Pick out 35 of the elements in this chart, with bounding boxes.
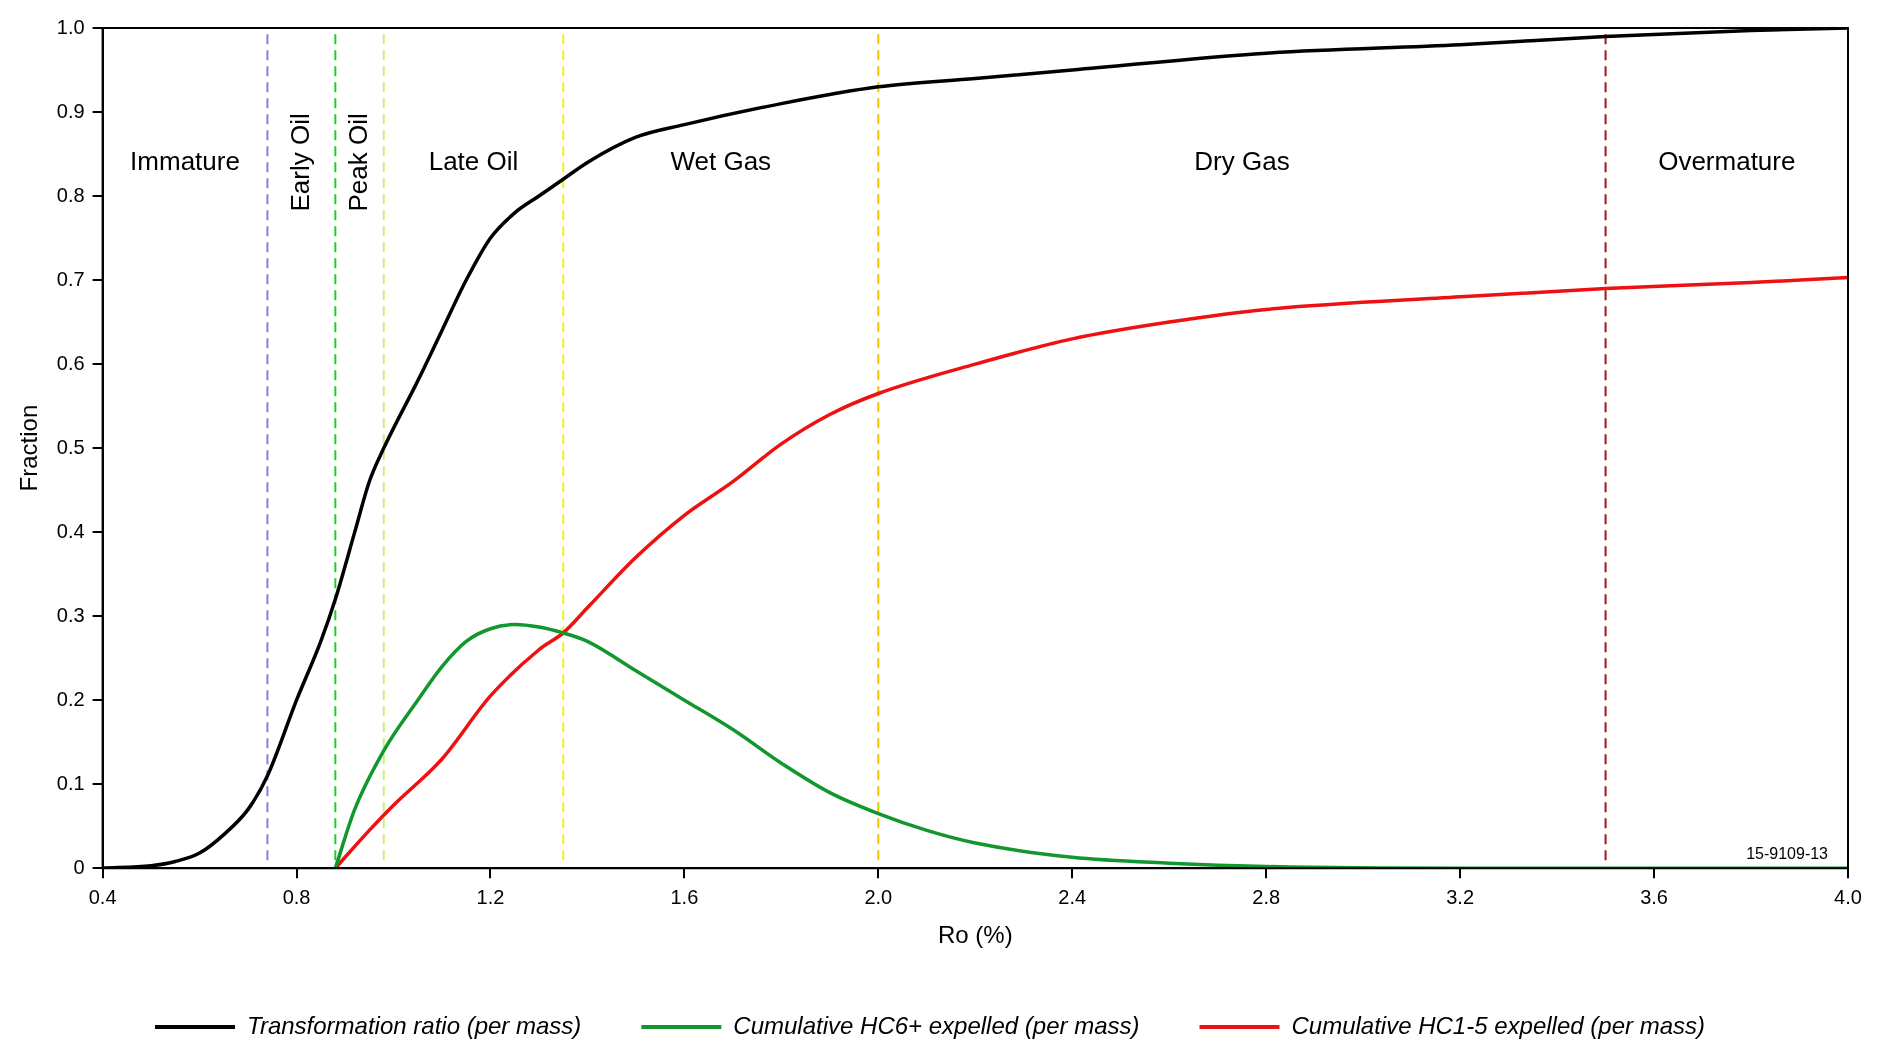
x-tick-label: 2.0	[864, 885, 893, 908]
x-axis-title: Ro (%)	[937, 921, 1013, 949]
x-tick-label: 0.8	[282, 885, 311, 908]
annotation: Immature	[130, 145, 240, 176]
y-tick-label: 0.5	[56, 435, 85, 458]
annotation: Peak Oil	[342, 113, 373, 212]
legend-label: Transformation ratio (per mass)	[247, 1011, 582, 1039]
x-tick-label: 3.6	[1640, 885, 1668, 908]
y-tick-label: 0.8	[56, 183, 85, 206]
annotation: Late Oil	[428, 145, 519, 176]
x-tick-label: 1.6	[670, 885, 699, 908]
annotation: Wet Gas	[670, 145, 772, 176]
y-tick-label: 0	[73, 855, 85, 878]
y-tick-label: 0.4	[56, 519, 85, 542]
x-tick-label: 0.4	[88, 885, 117, 908]
y-axis-title: Fraction	[15, 404, 43, 492]
y-tick-label: 0.7	[56, 267, 85, 290]
y-tick-label: 0.6	[56, 351, 85, 374]
annotation: Dry Gas	[1194, 145, 1290, 176]
x-tick-label: 2.4	[1058, 885, 1087, 908]
x-tick-label: 2.8	[1252, 885, 1281, 908]
annotation: Overmature	[1658, 145, 1796, 176]
y-tick-label: 1.0	[56, 15, 85, 38]
annotation: Early Oil	[284, 113, 315, 212]
legend-label: Cumulative HC1-5 expelled (per mass)	[1291, 1011, 1705, 1039]
x-tick-label: 3.2	[1446, 885, 1475, 908]
x-tick-label: 4.0	[1834, 885, 1862, 908]
y-tick-label: 0.9	[56, 99, 85, 122]
x-tick-label: 1.2	[476, 885, 505, 908]
legend-label: Cumulative HC6+ expelled (per mass)	[733, 1011, 1140, 1039]
annotation: 15-9109-13	[1746, 844, 1829, 862]
line-series	[333, 622, 1848, 869]
y-tick-label: 0.3	[56, 603, 85, 626]
y-tick-label: 0.1	[56, 771, 85, 794]
y-tick-label: 0.2	[56, 687, 85, 710]
